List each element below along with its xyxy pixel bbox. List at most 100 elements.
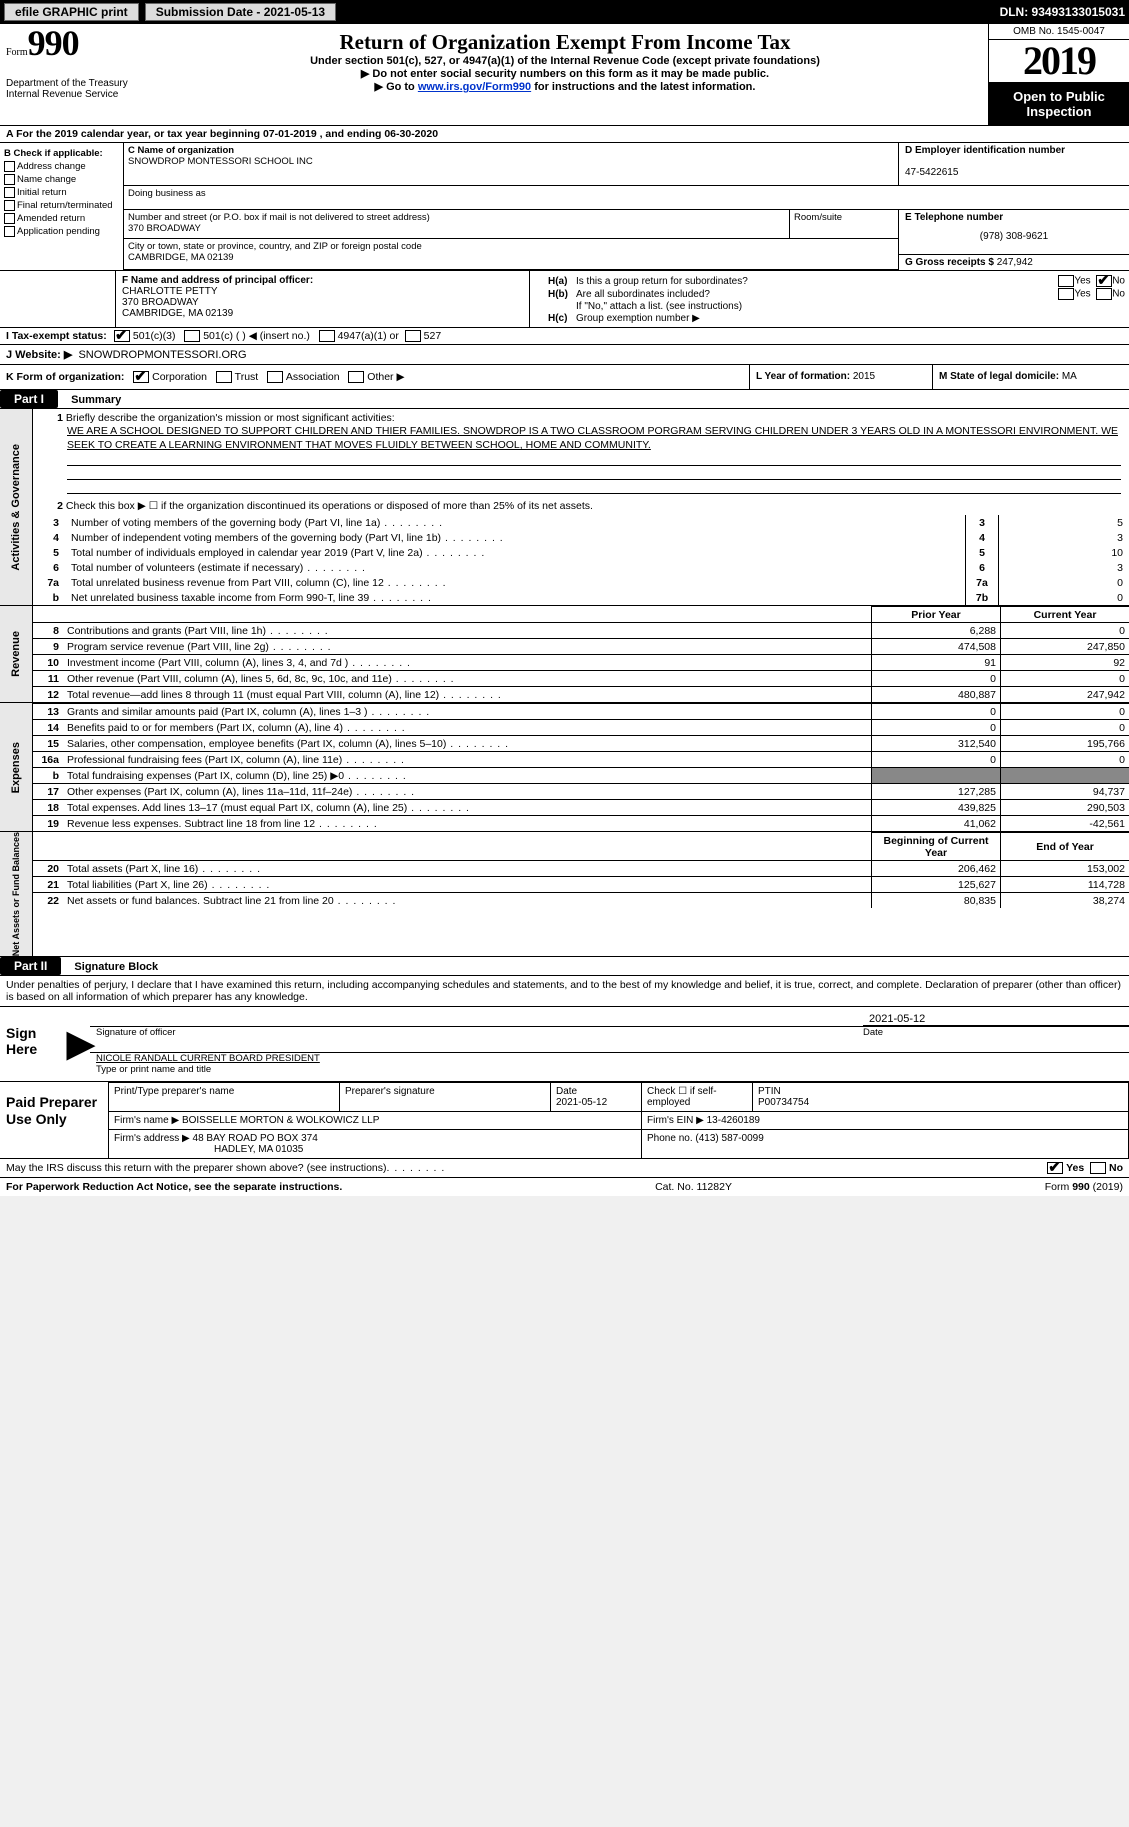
fin-line-num: 15 bbox=[33, 736, 63, 752]
row-a-period: A For the 2019 calendar year, or tax yea… bbox=[0, 126, 1129, 143]
lbl-address-change: Address change bbox=[17, 161, 86, 172]
ha-label: H(a) bbox=[548, 276, 576, 287]
fin-current-year bbox=[1001, 768, 1129, 784]
line-val: 10 bbox=[999, 545, 1129, 560]
fin-prior-year: 80,835 bbox=[872, 893, 1001, 909]
ha-no-checkbox[interactable] bbox=[1096, 275, 1112, 287]
col-b-label: B Check if applicable: bbox=[4, 147, 119, 160]
hc-label: H(c) bbox=[548, 313, 576, 324]
revenue-table: Prior YearCurrent Year8Contributions and… bbox=[33, 606, 1129, 702]
ha-no: No bbox=[1112, 276, 1125, 287]
fin-current-year: 0 bbox=[1001, 704, 1129, 720]
checkbox-amended[interactable] bbox=[4, 213, 15, 224]
e-phone-label: E Telephone number bbox=[905, 212, 1003, 223]
fin-line-desc: Other revenue (Part VIII, column (A), li… bbox=[63, 671, 872, 687]
fin-line-num: 22 bbox=[33, 893, 63, 909]
section-revenue: Revenue Prior YearCurrent Year8Contribut… bbox=[0, 606, 1129, 703]
instr2-post: for instructions and the latest informat… bbox=[531, 81, 755, 93]
cb-501c[interactable] bbox=[184, 330, 200, 342]
hb-yes-checkbox[interactable] bbox=[1058, 288, 1074, 300]
cb-trust[interactable] bbox=[216, 371, 232, 383]
hb-no-checkbox[interactable] bbox=[1096, 288, 1112, 300]
footer-yes-checkbox[interactable] bbox=[1047, 1162, 1063, 1174]
lbl-initial-return: Initial return bbox=[17, 187, 67, 198]
lbl-association: Association bbox=[286, 371, 340, 383]
checkbox-initial-return[interactable] bbox=[4, 187, 15, 198]
firm-name-value: BOISSELLE MORTON & WOLKOWICZ LLP bbox=[182, 1115, 379, 1126]
firm-phone-value: (413) 587-0099 bbox=[695, 1133, 763, 1144]
fin-line-num: 14 bbox=[33, 720, 63, 736]
street-value: 370 BROADWAY bbox=[128, 223, 201, 234]
f-officer-street: 370 BROADWAY bbox=[122, 297, 199, 308]
checkbox-address-change[interactable] bbox=[4, 161, 15, 172]
cb-corporation[interactable] bbox=[133, 371, 149, 383]
line-val: 3 bbox=[999, 560, 1129, 575]
preparer-sig-label: Preparer's signature bbox=[345, 1086, 435, 1097]
fin-prior-year: 91 bbox=[872, 655, 1001, 671]
checkbox-name-change[interactable] bbox=[4, 174, 15, 185]
cb-527[interactable] bbox=[405, 330, 421, 342]
line-desc: Total number of volunteers (estimate if … bbox=[67, 560, 966, 575]
fin-line-desc: Total liabilities (Part X, line 26) bbox=[63, 877, 872, 893]
checkbox-app-pending[interactable] bbox=[4, 226, 15, 237]
sign-here-label: Sign Here bbox=[0, 1007, 72, 1081]
lbl-corporation: Corporation bbox=[152, 371, 207, 383]
col-m-value: MA bbox=[1062, 371, 1077, 382]
fin-current-year: 195,766 bbox=[1001, 736, 1129, 752]
fin-line-desc: Investment income (Part VIII, column (A)… bbox=[63, 655, 872, 671]
col-l-value: 2015 bbox=[853, 371, 875, 382]
form-990-box: Form990 Department of the Treasury Inter… bbox=[0, 24, 142, 125]
dln-label: DLN: 93493133015031 bbox=[1000, 5, 1125, 19]
d-ein-value: 47-5422615 bbox=[905, 167, 958, 178]
submission-date-button[interactable]: Submission Date - 2021-05-13 bbox=[145, 3, 336, 21]
line-val: 3 bbox=[999, 530, 1129, 545]
org-name: SNOWDROP MONTESSORI SCHOOL INC bbox=[128, 156, 313, 167]
ha-yes-checkbox[interactable] bbox=[1058, 275, 1074, 287]
ha-yes: Yes bbox=[1074, 276, 1090, 287]
cb-association[interactable] bbox=[267, 371, 283, 383]
checkbox-final-return[interactable] bbox=[4, 200, 15, 211]
lbl-final-return: Final return/terminated bbox=[17, 200, 113, 211]
governance-vertical-label: Activities & Governance bbox=[10, 444, 22, 571]
fin-line-num: 17 bbox=[33, 784, 63, 800]
efile-button[interactable]: efile GRAPHIC print bbox=[4, 3, 139, 21]
line-desc: Number of voting members of the governin… bbox=[67, 515, 966, 530]
net-vertical-label: Net Assets or Fund Balances bbox=[11, 832, 21, 956]
footer-no-checkbox[interactable] bbox=[1090, 1162, 1106, 1174]
line-num: 6 bbox=[33, 560, 67, 575]
part1-header: Part I Summary bbox=[0, 390, 1129, 409]
fin-current-year: -42,561 bbox=[1001, 816, 1129, 832]
fin-line-num: 13 bbox=[33, 704, 63, 720]
row-i-label: I Tax-exempt status: bbox=[6, 330, 114, 342]
open-inspection: Open to Public Inspection bbox=[989, 83, 1129, 125]
sig-officer-label: Signature of officer bbox=[90, 1027, 857, 1038]
part2-header: Part II Signature Block bbox=[0, 957, 1129, 976]
part2-tag: Part II bbox=[0, 957, 61, 975]
lbl-527: 527 bbox=[424, 330, 442, 342]
firm-addr2: HADLEY, MA 01035 bbox=[114, 1144, 303, 1155]
fin-current-year: 247,942 bbox=[1001, 687, 1129, 703]
fin-line-num: 19 bbox=[33, 816, 63, 832]
cb-501c3[interactable] bbox=[114, 330, 130, 342]
hdr-current-year: End of Year bbox=[1001, 833, 1129, 861]
cb-4947[interactable] bbox=[319, 330, 335, 342]
cb-other[interactable] bbox=[348, 371, 364, 383]
hb-no: No bbox=[1112, 289, 1125, 300]
lbl-amended: Amended return bbox=[17, 213, 85, 224]
form990-link[interactable]: www.irs.gov/Form990 bbox=[418, 81, 531, 93]
hdr-prior-year: Beginning of Current Year bbox=[872, 833, 1001, 861]
footer-form990: Form 990 (2019) bbox=[1045, 1181, 1123, 1193]
fin-prior-year: 6,288 bbox=[872, 623, 1001, 639]
fin-current-year: 0 bbox=[1001, 623, 1129, 639]
sig-date-label: Date bbox=[857, 1027, 1129, 1038]
prep-date-value: 2021-05-12 bbox=[556, 1097, 607, 1108]
fin-line-desc: Benefits paid to or for members (Part IX… bbox=[63, 720, 872, 736]
footer-discuss-row: May the IRS discuss this return with the… bbox=[0, 1159, 1129, 1178]
paid-preparer-block: Paid Preparer Use Only Print/Type prepar… bbox=[0, 1082, 1129, 1159]
dept-treasury: Department of the Treasury Internal Reve… bbox=[6, 58, 136, 100]
fin-line-desc: Salaries, other compensation, employee b… bbox=[63, 736, 872, 752]
footer-yes: Yes bbox=[1066, 1162, 1084, 1174]
fin-line-num: 20 bbox=[33, 861, 63, 877]
firm-ein-value: 13-4260189 bbox=[707, 1115, 760, 1126]
fin-prior-year: 0 bbox=[872, 671, 1001, 687]
